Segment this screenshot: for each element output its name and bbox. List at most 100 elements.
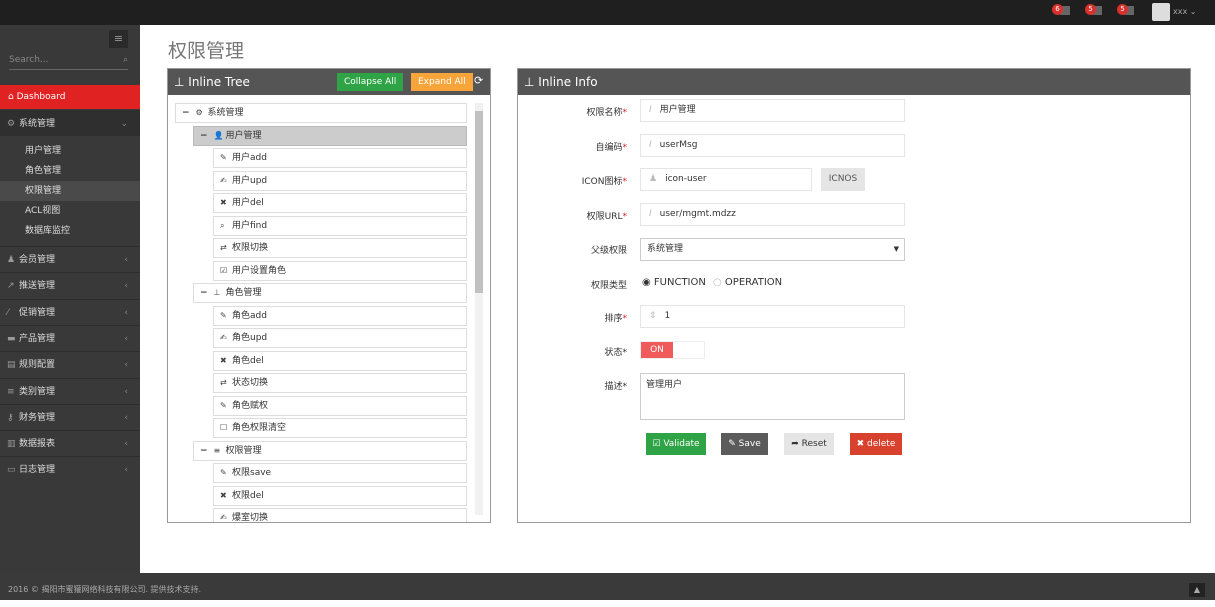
sidebar-item-1[interactable]: ↗ 推送管理 ‹ bbox=[0, 272, 140, 298]
tree-node[interactable]: ✎ 角色赋权 bbox=[213, 395, 467, 416]
tree-node[interactable]: ✖ 权限del bbox=[213, 485, 467, 506]
node-icon: ≡ bbox=[213, 445, 221, 455]
tree-node-label: 角色赋权 bbox=[232, 400, 269, 411]
sidebar-sub-db-monitor[interactable]: 数据库监控 bbox=[25, 226, 71, 236]
order-stepper[interactable]: ⇕ 1 bbox=[640, 305, 905, 328]
envelope-icon[interactable] bbox=[1092, 6, 1102, 15]
panel-title: Inline Tree bbox=[188, 75, 250, 89]
tree-node[interactable]: ✖ 用户del bbox=[213, 193, 467, 213]
sidebar-item-4[interactable]: ▤ 规则配置 ‹ bbox=[0, 351, 140, 377]
tree-node[interactable]: ☑ 用户设置角色 bbox=[213, 260, 467, 281]
sidebar-item-dashboard[interactable]: ⌂ Dashboard bbox=[0, 85, 140, 109]
search-input[interactable]: Search... ⌕ bbox=[9, 55, 128, 70]
tree-node[interactable]: − ⊥ 角色管理 bbox=[193, 283, 467, 303]
sidebar: ≡ Search... ⌕ ⌂ Dashboard ⚙ 系统管理 ⌄ 用户管理 角色管… bbox=[0, 25, 140, 573]
text-cursor-icon: I bbox=[649, 140, 652, 150]
collapse-toggle-icon[interactable]: − bbox=[200, 445, 208, 456]
collapse-toggle-icon[interactable]: − bbox=[200, 130, 208, 141]
delete-button[interactable]: ✖ delete bbox=[850, 433, 902, 455]
node-icon: ✍ bbox=[220, 513, 227, 522]
tree-node[interactable]: ✖ 角色del bbox=[213, 350, 467, 371]
sidebar-item-2[interactable]: ⁄ 促销管理 ‹ bbox=[0, 298, 140, 325]
sidebar-item-7[interactable]: ▥ 数据报表 ‹ bbox=[0, 430, 140, 456]
sidebar-item-0[interactable]: ♟ 会员管理 ‹ bbox=[0, 246, 140, 272]
tree-node[interactable]: ⇄ 状态切换 bbox=[213, 373, 467, 393]
tree-node[interactable]: ✎ 角色add bbox=[213, 305, 467, 326]
tree-node[interactable]: ✎ 权限save bbox=[213, 463, 467, 483]
parent-label: 父级权限 bbox=[590, 246, 627, 256]
sidebar-item-label: 会员管理 bbox=[19, 255, 56, 265]
search-icon: ⌕ bbox=[122, 55, 128, 65]
name-input[interactable]: I 用户管理 bbox=[640, 99, 905, 122]
scrollbar-thumb[interactable] bbox=[475, 111, 483, 293]
tree-node[interactable]: ⌕ 用户find bbox=[213, 215, 467, 236]
tree-node[interactable]: − ⚙ 系统管理 bbox=[175, 103, 467, 123]
collapse-toggle-icon[interactable]: − bbox=[200, 288, 208, 298]
list-icon: ▤ bbox=[7, 360, 16, 371]
sidebar-sub-users[interactable]: 用户管理 bbox=[25, 146, 62, 156]
avatar[interactable] bbox=[1152, 3, 1170, 21]
tree-node[interactable]: − 👤 用户管理 bbox=[193, 125, 467, 146]
scroll-top-icon[interactable]: ▲ bbox=[1189, 583, 1205, 597]
validate-button[interactable]: ☑ Validate bbox=[646, 433, 706, 455]
tree-node[interactable]: − ≡ 权限管理 bbox=[193, 440, 467, 461]
radio-operation[interactable]: ○ OPERATION bbox=[713, 277, 783, 288]
refresh-icon[interactable]: ⟳ bbox=[474, 74, 484, 87]
tree-node[interactable]: ☐ 角色权限清空 bbox=[213, 418, 467, 438]
sidebar-item-system[interactable]: ⚙ 系统管理 ⌄ bbox=[0, 110, 140, 136]
panel-title: Inline Info bbox=[538, 75, 598, 89]
node-icon: ✎ bbox=[220, 468, 227, 477]
bars-icon: ≡ bbox=[7, 386, 15, 397]
icnos-button[interactable]: ICNOS bbox=[821, 168, 865, 191]
tree-node[interactable]: ✍ 爆室切换 bbox=[213, 508, 467, 523]
tree-node[interactable]: ✎ 用户add bbox=[213, 148, 467, 168]
reset-button[interactable]: ➦ Reset bbox=[784, 433, 834, 455]
sidebar-item-label: 日志管理 bbox=[19, 465, 56, 476]
tree-node-label: 角色upd bbox=[232, 333, 268, 343]
sidebar-sub-roles[interactable]: 角色管理 bbox=[25, 166, 62, 176]
tasks-icon[interactable] bbox=[1124, 6, 1134, 15]
tree-node-label: 角色del bbox=[232, 355, 264, 366]
sidebar-item-3[interactable]: ▬ 产品管理 ‹ bbox=[0, 324, 140, 351]
collapse-toggle-icon[interactable]: − bbox=[182, 108, 190, 118]
radio-function[interactable]: ◉ FUNCTION bbox=[642, 277, 706, 288]
home-icon: ⌂ bbox=[8, 92, 14, 102]
node-icon: ✎ bbox=[220, 310, 227, 320]
status-label: 状态* bbox=[604, 348, 627, 358]
save-button[interactable]: ✎ Save bbox=[721, 433, 768, 455]
node-icon: ✖ bbox=[220, 198, 227, 207]
tree-node[interactable]: ⇄ 权限切换 bbox=[213, 238, 467, 258]
name-label: 权限名称* bbox=[586, 108, 627, 118]
sidebar-sub-permissions[interactable]: 权限管理 bbox=[0, 181, 140, 201]
description-textarea[interactable]: 管理用户 bbox=[640, 373, 905, 420]
sidebar-item-8[interactable]: ▭ 日志管理 ‹ bbox=[0, 456, 140, 482]
tree-node[interactable]: ✍ 用户upd bbox=[213, 170, 467, 191]
bell-icon[interactable] bbox=[1060, 6, 1070, 15]
sidebar-sub-acl[interactable]: ACL视图 bbox=[25, 206, 61, 216]
sidebar-item-label: 产品管理 bbox=[19, 333, 56, 344]
icon-input[interactable]: ♟ icon-user bbox=[640, 168, 812, 191]
sidebar-item-label: 促销管理 bbox=[19, 307, 56, 318]
chevron-left-icon: ‹ bbox=[124, 439, 128, 450]
sidebar-item-5[interactable]: ≡ 类别管理 ‹ bbox=[0, 377, 140, 404]
status-toggle[interactable]: ON bbox=[640, 341, 705, 359]
tree-node-label: 权限del bbox=[232, 490, 264, 501]
tree-node-label: 系统管理 bbox=[207, 108, 244, 118]
parent-select[interactable]: 系统管理 ▼ bbox=[640, 238, 905, 261]
menu-toggle-icon[interactable]: ≡ bbox=[109, 30, 128, 48]
text-cursor-icon: I bbox=[649, 105, 652, 115]
tree-scrollbar[interactable] bbox=[475, 103, 483, 515]
type-label: 权限类型 bbox=[590, 281, 627, 291]
tree-node[interactable]: ✍ 角色upd bbox=[213, 328, 467, 348]
sidebar-item-6[interactable]: ⚷ 财务管理 ‹ bbox=[0, 403, 140, 430]
collapse-all-button[interactable]: Collapse All bbox=[337, 73, 404, 91]
expand-all-button[interactable]: Expand All bbox=[411, 73, 473, 91]
page-title: 权限管理 bbox=[168, 40, 245, 62]
tree-node-label: 状态切换 bbox=[232, 378, 269, 388]
tree-node-label: 权限切换 bbox=[232, 243, 269, 253]
user-menu[interactable]: xxx ⌄ bbox=[1173, 7, 1197, 16]
tree-node-label: 爆室切换 bbox=[232, 513, 269, 523]
node-icon: ✎ bbox=[220, 400, 227, 410]
